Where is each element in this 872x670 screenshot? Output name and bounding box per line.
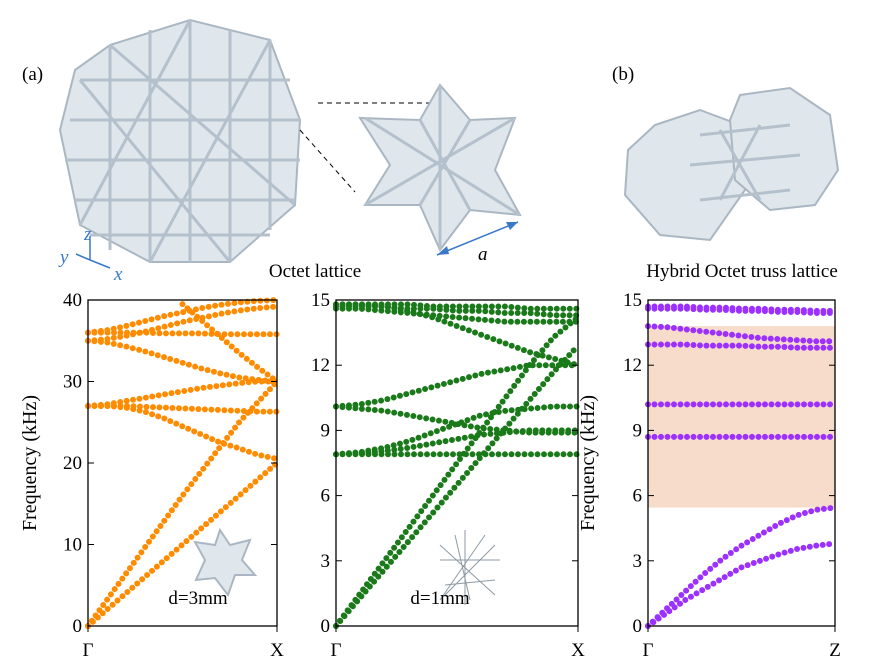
x-tick-label: Γ: [83, 640, 94, 661]
panel-label: (b): [612, 64, 634, 85]
figure: (a) (b) Octet lattice Hybrid Octet truss…: [0, 0, 872, 665]
y-tick-label: 10: [63, 535, 82, 556]
caption: Octet lattice: [269, 261, 361, 282]
band-curve: [88, 406, 277, 412]
x-tick-label: Z: [829, 640, 841, 661]
band-curve: [88, 333, 277, 335]
y-tick-label: 3: [321, 551, 331, 572]
y-tick-label: 9: [633, 420, 643, 441]
x-tick-label: X: [571, 640, 585, 661]
annotation: d=1mm: [410, 588, 469, 609]
band-curve: [183, 304, 278, 381]
x-tick-label: Γ: [331, 640, 342, 661]
axis-letter: x: [113, 264, 123, 285]
octet-lattice-image: [60, 20, 300, 262]
x-tick-label: X: [270, 640, 284, 661]
y-tick-label: 30: [63, 372, 82, 393]
y-axis-label: Frequency (kHz): [577, 395, 599, 531]
y-tick-label: 12: [623, 355, 642, 376]
y-tick-label: 40: [63, 290, 82, 311]
y-tick-label: 0: [633, 616, 643, 637]
axis-letter: y: [58, 247, 69, 268]
dimension-label: a: [478, 244, 488, 265]
band-curve: [88, 382, 277, 406]
plot-frame: [88, 300, 277, 626]
y-tick-label: 6: [321, 486, 331, 507]
y-tick-label: 9: [321, 420, 331, 441]
panel-label: (a): [22, 64, 43, 85]
band-curve: [648, 309, 835, 313]
y-tick-label: 6: [633, 486, 643, 507]
band-gap: [648, 326, 835, 507]
y-tick-label: 0: [321, 616, 331, 637]
hybrid-lattice-image: [625, 88, 838, 240]
unit-cell-image: [360, 85, 520, 250]
annotation: d=3mm: [168, 588, 227, 609]
y-tick-label: 15: [623, 290, 642, 311]
y-tick-label: 12: [311, 355, 330, 376]
y-axis-label: Frequency (kHz): [19, 395, 41, 531]
inset-image: [195, 530, 255, 595]
zoom-line: [300, 130, 355, 192]
x-tick-label: Γ: [643, 640, 654, 661]
y-tick-label: 20: [63, 453, 82, 474]
y-tick-label: 3: [633, 551, 643, 572]
y-tick-label: 0: [73, 616, 83, 637]
axes-triad: [76, 236, 110, 268]
caption: Hybrid Octet truss lattice: [646, 261, 838, 282]
band-curve: [648, 543, 835, 626]
page: (a) (b) Octet lattice Hybrid Octet truss…: [0, 0, 872, 670]
axis-letter: z: [83, 224, 92, 245]
y-tick-label: 15: [311, 290, 330, 311]
